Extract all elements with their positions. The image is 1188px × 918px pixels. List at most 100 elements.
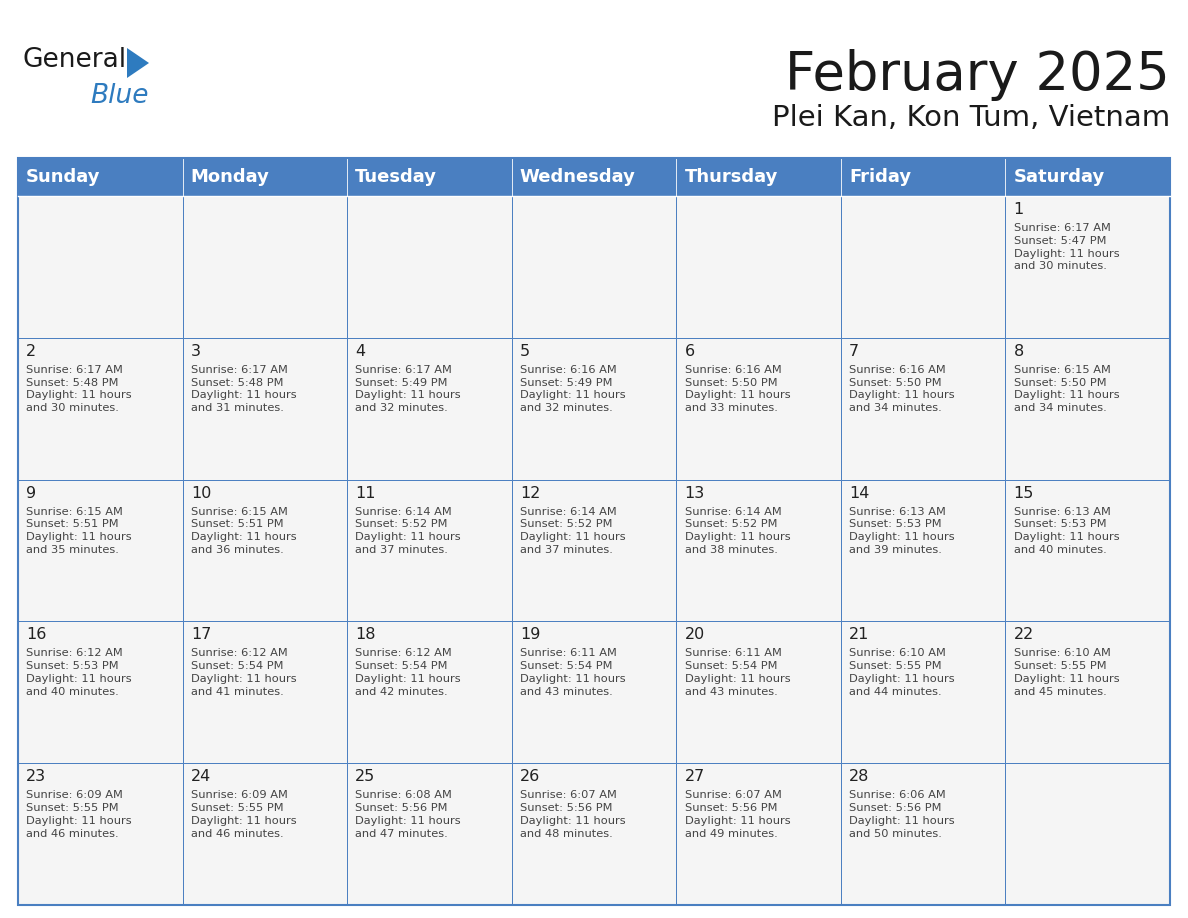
Text: Sunrise: 6:07 AM
Sunset: 5:56 PM
Daylight: 11 hours
and 49 minutes.: Sunrise: 6:07 AM Sunset: 5:56 PM Dayligh…	[684, 790, 790, 839]
Bar	[841, 621, 1005, 763]
Text: Sunrise: 6:16 AM
Sunset: 5:50 PM
Daylight: 11 hours
and 34 minutes.: Sunrise: 6:16 AM Sunset: 5:50 PM Dayligh…	[849, 364, 955, 413]
Bar	[347, 196, 512, 338]
Text: 10: 10	[191, 486, 211, 500]
Text: Sunrise: 6:10 AM
Sunset: 5:55 PM
Daylight: 11 hours
and 45 minutes.: Sunrise: 6:10 AM Sunset: 5:55 PM Dayligh…	[1013, 648, 1119, 697]
Text: 22: 22	[1013, 627, 1034, 643]
Text: Sunrise: 6:09 AM
Sunset: 5:55 PM
Daylight: 11 hours
and 46 minutes.: Sunrise: 6:09 AM Sunset: 5:55 PM Dayligh…	[191, 790, 297, 839]
Text: Sunrise: 6:14 AM
Sunset: 5:52 PM
Daylight: 11 hours
and 38 minutes.: Sunrise: 6:14 AM Sunset: 5:52 PM Dayligh…	[684, 507, 790, 555]
Text: 14: 14	[849, 486, 870, 500]
Text: Sunrise: 6:10 AM
Sunset: 5:55 PM
Daylight: 11 hours
and 44 minutes.: Sunrise: 6:10 AM Sunset: 5:55 PM Dayligh…	[849, 648, 955, 697]
Bar	[183, 479, 347, 621]
Text: Plei Kan, Kon Tum, Vietnam: Plei Kan, Kon Tum, Vietnam	[772, 104, 1170, 132]
Text: 12: 12	[520, 486, 541, 500]
Text: 18: 18	[355, 627, 375, 643]
Text: Sunrise: 6:09 AM
Sunset: 5:55 PM
Daylight: 11 hours
and 46 minutes.: Sunrise: 6:09 AM Sunset: 5:55 PM Dayligh…	[26, 790, 132, 839]
Bar	[347, 621, 512, 763]
Text: 13: 13	[684, 486, 704, 500]
Bar	[676, 158, 841, 196]
Text: Sunrise: 6:08 AM
Sunset: 5:56 PM
Daylight: 11 hours
and 47 minutes.: Sunrise: 6:08 AM Sunset: 5:56 PM Dayligh…	[355, 790, 461, 839]
Text: Sunrise: 6:13 AM
Sunset: 5:53 PM
Daylight: 11 hours
and 40 minutes.: Sunrise: 6:13 AM Sunset: 5:53 PM Dayligh…	[1013, 507, 1119, 555]
Text: Sunrise: 6:15 AM
Sunset: 5:50 PM
Daylight: 11 hours
and 34 minutes.: Sunrise: 6:15 AM Sunset: 5:50 PM Dayligh…	[1013, 364, 1119, 413]
Text: 21: 21	[849, 627, 870, 643]
Bar	[347, 338, 512, 479]
Text: 5: 5	[520, 344, 530, 359]
Text: 9: 9	[26, 486, 37, 500]
Bar	[512, 763, 676, 905]
Text: 20: 20	[684, 627, 704, 643]
Text: Sunrise: 6:12 AM
Sunset: 5:54 PM
Daylight: 11 hours
and 41 minutes.: Sunrise: 6:12 AM Sunset: 5:54 PM Dayligh…	[191, 648, 297, 697]
Bar	[18, 196, 183, 338]
Bar	[183, 338, 347, 479]
Bar	[841, 196, 1005, 338]
Text: Wednesday: Wednesday	[520, 168, 636, 186]
Text: 25: 25	[355, 769, 375, 784]
Text: 2: 2	[26, 344, 37, 359]
Bar	[18, 621, 183, 763]
Text: Thursday: Thursday	[684, 168, 778, 186]
Bar	[183, 196, 347, 338]
Text: Sunday: Sunday	[26, 168, 101, 186]
Text: Sunrise: 6:17 AM
Sunset: 5:48 PM
Daylight: 11 hours
and 31 minutes.: Sunrise: 6:17 AM Sunset: 5:48 PM Dayligh…	[191, 364, 297, 413]
Bar	[347, 158, 512, 196]
Bar	[1005, 763, 1170, 905]
Bar	[676, 196, 841, 338]
Text: Sunrise: 6:16 AM
Sunset: 5:50 PM
Daylight: 11 hours
and 33 minutes.: Sunrise: 6:16 AM Sunset: 5:50 PM Dayligh…	[684, 364, 790, 413]
Bar	[676, 763, 841, 905]
Text: Sunrise: 6:11 AM
Sunset: 5:54 PM
Daylight: 11 hours
and 43 minutes.: Sunrise: 6:11 AM Sunset: 5:54 PM Dayligh…	[684, 648, 790, 697]
Bar	[183, 621, 347, 763]
Text: Sunrise: 6:12 AM
Sunset: 5:54 PM
Daylight: 11 hours
and 42 minutes.: Sunrise: 6:12 AM Sunset: 5:54 PM Dayligh…	[355, 648, 461, 697]
Text: Sunrise: 6:15 AM
Sunset: 5:51 PM
Daylight: 11 hours
and 36 minutes.: Sunrise: 6:15 AM Sunset: 5:51 PM Dayligh…	[191, 507, 297, 555]
Bar	[18, 479, 183, 621]
Text: February 2025: February 2025	[785, 49, 1170, 101]
Text: Blue: Blue	[90, 83, 148, 109]
Text: 27: 27	[684, 769, 704, 784]
Text: Sunrise: 6:16 AM
Sunset: 5:49 PM
Daylight: 11 hours
and 32 minutes.: Sunrise: 6:16 AM Sunset: 5:49 PM Dayligh…	[520, 364, 626, 413]
Text: 15: 15	[1013, 486, 1034, 500]
Text: Sunrise: 6:17 AM
Sunset: 5:48 PM
Daylight: 11 hours
and 30 minutes.: Sunrise: 6:17 AM Sunset: 5:48 PM Dayligh…	[26, 364, 132, 413]
Text: Tuesday: Tuesday	[355, 168, 437, 186]
Text: 4: 4	[355, 344, 366, 359]
Bar	[1005, 479, 1170, 621]
Text: General: General	[23, 47, 126, 73]
Bar	[347, 763, 512, 905]
Text: Monday: Monday	[191, 168, 270, 186]
Bar	[183, 763, 347, 905]
Bar	[512, 338, 676, 479]
Text: Sunrise: 6:15 AM
Sunset: 5:51 PM
Daylight: 11 hours
and 35 minutes.: Sunrise: 6:15 AM Sunset: 5:51 PM Dayligh…	[26, 507, 132, 555]
Text: 24: 24	[191, 769, 211, 784]
Bar	[512, 158, 676, 196]
Bar	[1005, 158, 1170, 196]
Bar	[1005, 621, 1170, 763]
Text: 17: 17	[191, 627, 211, 643]
Text: Sunrise: 6:11 AM
Sunset: 5:54 PM
Daylight: 11 hours
and 43 minutes.: Sunrise: 6:11 AM Sunset: 5:54 PM Dayligh…	[520, 648, 626, 697]
Text: 23: 23	[26, 769, 46, 784]
Bar	[841, 158, 1005, 196]
Bar	[841, 338, 1005, 479]
Text: 11: 11	[355, 486, 375, 500]
Polygon shape	[127, 48, 148, 78]
Text: Sunrise: 6:13 AM
Sunset: 5:53 PM
Daylight: 11 hours
and 39 minutes.: Sunrise: 6:13 AM Sunset: 5:53 PM Dayligh…	[849, 507, 955, 555]
Bar	[1005, 196, 1170, 338]
Text: 1: 1	[1013, 202, 1024, 217]
Text: Sunrise: 6:07 AM
Sunset: 5:56 PM
Daylight: 11 hours
and 48 minutes.: Sunrise: 6:07 AM Sunset: 5:56 PM Dayligh…	[520, 790, 626, 839]
Bar	[18, 338, 183, 479]
Text: Friday: Friday	[849, 168, 911, 186]
Bar	[18, 763, 183, 905]
Bar	[676, 479, 841, 621]
Bar	[512, 621, 676, 763]
Text: 8: 8	[1013, 344, 1024, 359]
Bar	[841, 763, 1005, 905]
Text: Sunrise: 6:17 AM
Sunset: 5:47 PM
Daylight: 11 hours
and 30 minutes.: Sunrise: 6:17 AM Sunset: 5:47 PM Dayligh…	[1013, 223, 1119, 272]
Bar	[841, 479, 1005, 621]
Bar	[676, 338, 841, 479]
Text: 26: 26	[520, 769, 541, 784]
Bar	[512, 479, 676, 621]
Bar	[183, 158, 347, 196]
Text: Sunrise: 6:14 AM
Sunset: 5:52 PM
Daylight: 11 hours
and 37 minutes.: Sunrise: 6:14 AM Sunset: 5:52 PM Dayligh…	[355, 507, 461, 555]
Text: Sunrise: 6:06 AM
Sunset: 5:56 PM
Daylight: 11 hours
and 50 minutes.: Sunrise: 6:06 AM Sunset: 5:56 PM Dayligh…	[849, 790, 955, 839]
Text: 3: 3	[191, 344, 201, 359]
Bar	[512, 196, 676, 338]
Bar	[18, 158, 183, 196]
Text: 7: 7	[849, 344, 859, 359]
Bar	[18, 158, 1170, 905]
